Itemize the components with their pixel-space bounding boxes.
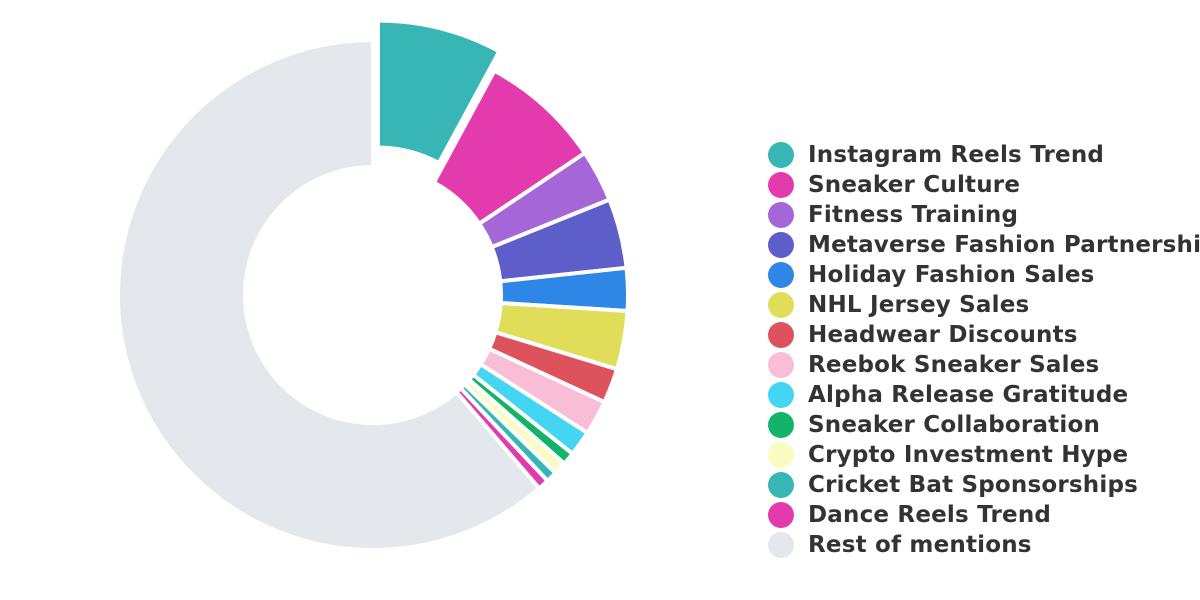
legend-label: Reebok Sneaker Sales: [808, 352, 1100, 378]
legend-item[interactable]: Fitness Training: [768, 200, 1200, 230]
chart-legend: Instagram Reels Trend Sneaker Culture Fi…: [768, 140, 1200, 560]
legend-swatch: [768, 322, 794, 348]
legend-item[interactable]: Alpha Release Gratitude: [768, 380, 1200, 410]
legend-item[interactable]: Rest of mentions: [768, 530, 1200, 560]
legend-item[interactable]: Cricket Bat Sponsorships: [768, 470, 1200, 500]
legend-swatch: [768, 262, 794, 288]
legend-swatch: [768, 502, 794, 528]
legend-item[interactable]: NHL Jersey Sales: [768, 290, 1200, 320]
legend-label: Sneaker Collaboration: [808, 412, 1101, 438]
legend-swatch: [768, 172, 794, 198]
legend-label: Cricket Bat Sponsorships: [808, 472, 1139, 498]
legend-label: Sneaker Culture: [808, 172, 1021, 198]
legend-swatch: [768, 472, 794, 498]
legend-label: Rest of mentions: [808, 532, 1032, 558]
legend-label: Fitness Training: [808, 202, 1019, 228]
legend-item[interactable]: Dance Reels Trend: [768, 500, 1200, 530]
legend-swatch: [768, 202, 794, 228]
legend-label: Crypto Investment Hype: [808, 442, 1129, 468]
legend-item[interactable]: Holiday Fashion Sales: [768, 260, 1200, 290]
legend-item[interactable]: Instagram Reels Trend: [768, 140, 1200, 170]
donut-chart: [116, 18, 628, 552]
legend-item[interactable]: Reebok Sneaker Sales: [768, 350, 1200, 380]
legend-item[interactable]: Sneaker Culture: [768, 170, 1200, 200]
legend-item[interactable]: Crypto Investment Hype: [768, 440, 1200, 470]
legend-swatch: [768, 292, 794, 318]
legend-label: Instagram Reels Trend: [808, 142, 1105, 168]
pie-slice[interactable]: [116, 37, 543, 552]
pie-slice[interactable]: [375, 18, 503, 166]
legend-label: NHL Jersey Sales: [808, 292, 1030, 318]
legend-swatch: [768, 382, 794, 408]
legend-swatch: [768, 532, 794, 558]
legend-swatch: [768, 352, 794, 378]
legend-item[interactable]: Sneaker Collaboration: [768, 410, 1200, 440]
legend-swatch: [768, 232, 794, 258]
legend-label: Dance Reels Trend: [808, 502, 1052, 528]
legend-item[interactable]: Headwear Discounts: [768, 320, 1200, 350]
legend-swatch: [768, 412, 794, 438]
legend-item[interactable]: Metaverse Fashion Partnership: [768, 230, 1200, 260]
legend-label: Headwear Discounts: [808, 322, 1078, 348]
legend-label: Metaverse Fashion Partnership: [808, 232, 1200, 258]
legend-swatch: [768, 142, 794, 168]
legend-label: Alpha Release Gratitude: [808, 382, 1129, 408]
legend-label: Holiday Fashion Sales: [808, 262, 1095, 288]
legend-swatch: [768, 442, 794, 468]
